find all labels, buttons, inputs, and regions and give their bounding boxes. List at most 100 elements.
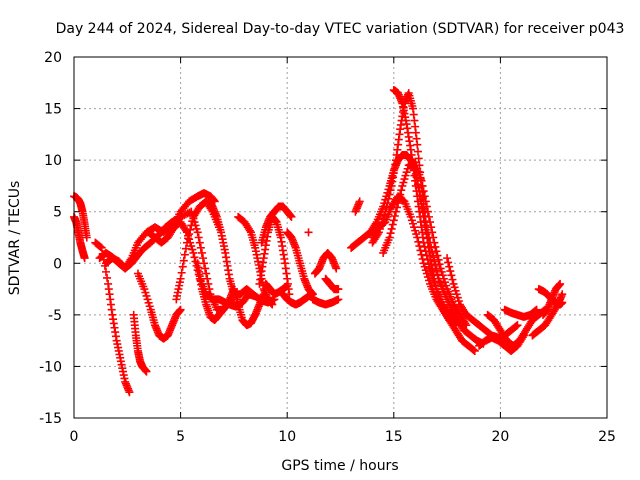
x-tick-label: 5 <box>176 429 185 445</box>
data-point <box>195 238 204 247</box>
data-point <box>435 260 444 269</box>
data-point <box>304 228 313 237</box>
data-point <box>389 216 398 225</box>
data-point <box>531 306 540 315</box>
data-point <box>423 207 432 216</box>
data-point <box>469 346 478 355</box>
data-point <box>194 233 203 242</box>
data-point <box>430 238 439 247</box>
data-point <box>424 212 433 221</box>
series-trace-11 <box>193 259 236 325</box>
data-point <box>429 233 438 242</box>
data-point <box>180 250 189 259</box>
data-point <box>390 212 399 221</box>
data-point <box>417 176 426 185</box>
data-point <box>558 298 567 307</box>
data-point <box>355 197 364 206</box>
y-tick-label: 0 <box>53 256 62 272</box>
data-point <box>182 238 191 247</box>
y-tick-label: -15 <box>39 411 62 427</box>
data-point <box>426 218 435 227</box>
data-point <box>447 271 456 280</box>
data-point <box>431 242 440 251</box>
series-trace-19 <box>261 279 292 299</box>
data-point <box>462 321 471 330</box>
data-point <box>386 229 395 238</box>
data-point <box>382 203 391 212</box>
series-trace-22 <box>310 248 341 278</box>
data-point <box>397 186 406 195</box>
data-point <box>176 274 185 283</box>
data-point <box>180 211 189 220</box>
data-point <box>198 254 207 263</box>
data-point <box>421 247 430 256</box>
data-point <box>445 262 454 271</box>
data-point <box>513 321 522 330</box>
data-point <box>433 270 442 279</box>
data-point <box>125 388 134 397</box>
data-point <box>97 243 106 252</box>
data-point <box>80 254 89 263</box>
data-point <box>532 305 541 314</box>
series-trace-5 <box>101 207 196 273</box>
data-point <box>418 181 427 190</box>
data-point <box>334 295 343 304</box>
series-trace-6 <box>129 310 151 376</box>
data-point <box>204 279 213 288</box>
x-axis-label: GPS time / hours <box>281 458 398 474</box>
series-trace-17 <box>255 212 294 299</box>
series-trace-21 <box>304 228 313 237</box>
y-tick-label: -5 <box>48 308 62 324</box>
series-trace-24 <box>321 274 343 294</box>
data-point <box>82 233 91 242</box>
data-point <box>259 290 268 299</box>
data-point <box>415 242 424 251</box>
series-trace-15 <box>229 285 268 330</box>
data-point <box>96 242 105 251</box>
data-point <box>450 320 459 329</box>
data-point <box>422 202 431 211</box>
data-point <box>422 251 431 260</box>
data-point <box>203 274 212 283</box>
data-point <box>448 275 457 284</box>
data-point <box>429 253 438 262</box>
data-point <box>433 251 442 260</box>
data-point <box>423 255 432 264</box>
x-tick-label: 0 <box>70 429 79 445</box>
data-point <box>384 194 393 203</box>
data-point <box>451 321 460 330</box>
data-point <box>431 261 440 270</box>
x-tick-label: 10 <box>278 429 296 445</box>
data-point <box>176 305 185 314</box>
data-point <box>386 186 395 195</box>
data-point <box>101 267 110 276</box>
ticks: 0 5 10 15 20 25 -15 -10 -5 0 5 10 15 20 <box>39 50 616 445</box>
y-axis-label: SDTVAR / TECUs <box>7 181 23 296</box>
data-point <box>178 212 187 221</box>
series-trace-18 <box>278 290 317 309</box>
data-point <box>201 264 210 273</box>
data-point <box>419 187 428 196</box>
series-trace-7 <box>133 269 185 343</box>
data-point <box>419 238 428 247</box>
data-point <box>245 226 254 235</box>
data-point <box>197 248 206 257</box>
data-point <box>434 255 443 264</box>
data-point <box>461 319 470 328</box>
data-point <box>470 346 479 355</box>
data-point <box>193 228 202 237</box>
data-point <box>420 192 429 201</box>
grid <box>74 57 607 418</box>
series-trace-23 <box>308 295 343 309</box>
data-points <box>70 86 567 397</box>
data-point <box>179 256 188 265</box>
series-trace-34 <box>500 305 541 321</box>
data-point <box>184 234 193 243</box>
data-point <box>413 140 422 149</box>
data-point <box>183 209 192 218</box>
data-point <box>421 197 430 206</box>
data-point <box>392 203 401 212</box>
data-point <box>388 220 397 229</box>
data-point <box>202 269 211 278</box>
